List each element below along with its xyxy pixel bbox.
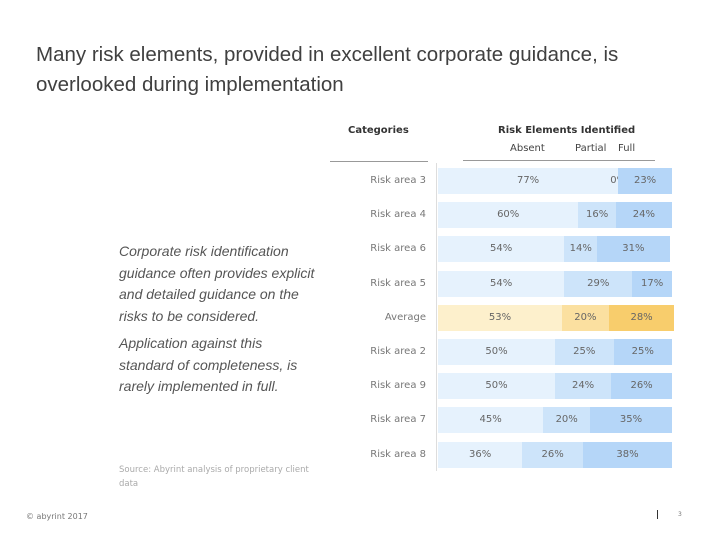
footer-divider — [657, 510, 658, 519]
copyright: © abyrint 2017 — [26, 512, 88, 521]
data-label: 25% — [631, 346, 654, 357]
data-label: 31% — [622, 243, 645, 255]
bar-segment-partial — [522, 441, 584, 468]
legend-absent: Absent — [510, 143, 545, 154]
data-label: 45% — [479, 414, 502, 426]
bar-segment-absent — [438, 168, 619, 194]
bar-segment-full — [611, 373, 672, 400]
risk-header-rule — [463, 160, 655, 161]
bar-segment-partial — [555, 373, 612, 400]
risk-elements-header: Risk Elements Identified — [498, 125, 636, 136]
legend-partial: Partial — [575, 143, 607, 154]
data-label: 54% — [490, 243, 513, 255]
data-label: 24% — [571, 380, 595, 392]
data-label: 29% — [587, 277, 610, 289]
category-label: Risk area 5 — [370, 277, 426, 289]
data-label: 24% — [632, 209, 656, 221]
bar-segment-full — [613, 339, 672, 365]
data-label: 28% — [630, 311, 653, 323]
bar-segment-absent — [438, 236, 565, 263]
page-number: 3 — [678, 511, 682, 518]
category-axis-line — [436, 163, 437, 471]
bar-segment-full — [608, 304, 675, 331]
data-label: 54% — [490, 277, 513, 289]
bar-segment-absent — [438, 304, 563, 331]
category-label: Average — [384, 311, 426, 323]
category-label: Risk area 6 — [370, 243, 426, 255]
data-label: 20% — [574, 311, 597, 323]
bar-segment-absent — [438, 270, 565, 297]
bar-segment-full — [632, 270, 672, 297]
category-label: Risk area 9 — [370, 380, 426, 392]
bar-segment-full — [583, 441, 672, 468]
bar-segment-partial — [562, 304, 609, 331]
category-label: Risk area 4 — [370, 209, 426, 221]
callout-text: Corporate risk identification guidance o… — [119, 241, 319, 404]
legend-full: Full — [618, 143, 636, 154]
bar-segment-full — [597, 236, 670, 263]
data-label: 36% — [468, 448, 492, 460]
data-label: 23% — [633, 175, 657, 186]
data-label: 38% — [616, 448, 639, 460]
bar-segment-partial — [555, 339, 614, 365]
bar-segment-absent — [438, 202, 579, 229]
category-label: Risk area 2 — [370, 346, 426, 357]
callout-paragraph: Corporate risk identification guidance o… — [119, 243, 315, 324]
bar-segment-absent — [438, 373, 555, 400]
data-label: 50% — [485, 346, 508, 357]
bar-segment-partial — [543, 407, 591, 434]
bar-segment-partial — [578, 202, 616, 229]
categories-rule — [330, 161, 428, 162]
data-label: 20% — [555, 414, 578, 426]
bar-segment-partial — [564, 236, 598, 263]
callout-paragraph: Application against this standard of com… — [119, 335, 298, 394]
data-label: 14% — [569, 243, 592, 255]
bar-segment-full — [618, 168, 672, 194]
bar-segment-full — [615, 202, 672, 229]
source-note: Source: Abyrint analysis of proprietary … — [119, 465, 309, 489]
data-label: 50% — [485, 380, 508, 392]
slide-title: Many risk elements, provided in excellen… — [36, 43, 619, 96]
data-label: 25% — [573, 346, 596, 357]
bar-segment-partial — [564, 270, 633, 297]
data-label: 60% — [497, 209, 520, 221]
bar-segment-absent — [438, 407, 544, 434]
categories-header: Categories — [348, 125, 409, 136]
data-label: 77% — [516, 175, 540, 186]
category-label: Risk area 3 — [370, 175, 426, 186]
bar-segment-absent — [438, 441, 523, 468]
data-label: 53% — [488, 311, 512, 323]
category-label: Risk area 8 — [370, 448, 426, 460]
data-label: 17% — [640, 277, 664, 289]
data-label: 16% — [585, 209, 609, 221]
category-label: Risk area 7 — [370, 414, 426, 426]
data-label: 26% — [541, 448, 564, 460]
bar-segment-full — [590, 407, 672, 434]
data-label: 35% — [619, 414, 643, 426]
bar-segment-absent — [438, 339, 555, 365]
data-label: 26% — [630, 380, 653, 392]
